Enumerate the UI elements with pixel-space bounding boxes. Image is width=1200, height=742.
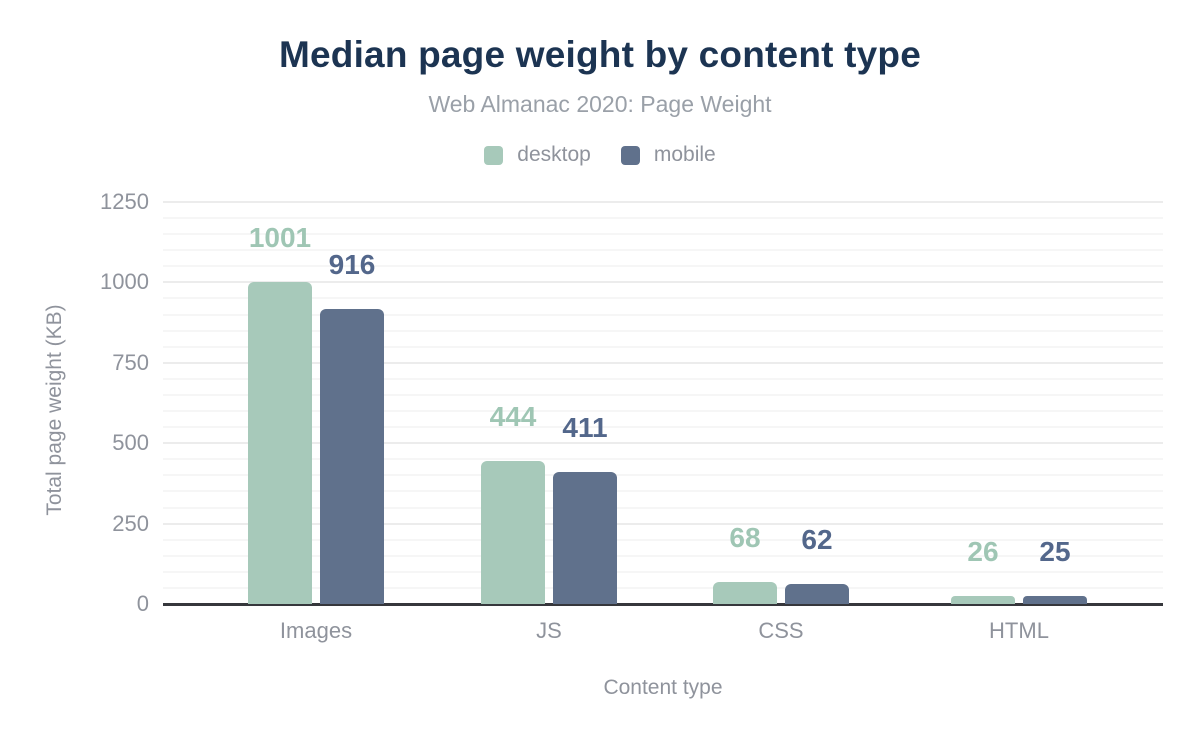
bar-mobile-css[interactable] — [785, 584, 849, 604]
value-label-desktop-js: 444 — [489, 401, 537, 432]
gridline-major-1000 — [163, 281, 1163, 284]
gridline-minor-450 — [163, 458, 1163, 461]
y-tick-label-500: 500 — [112, 430, 149, 456]
gridline-minor-50 — [163, 586, 1163, 589]
gridline-minor-1150 — [163, 233, 1163, 236]
gridline-minor-900 — [163, 313, 1163, 316]
gridline-major-750 — [163, 361, 1163, 364]
legend-item-mobile[interactable]: mobile — [620, 143, 716, 167]
gridline-minor-350 — [163, 490, 1163, 493]
chart-subtitle: Web Almanac 2020: Page Weight — [428, 91, 772, 117]
y-tick-label-0: 0 — [136, 591, 149, 616]
y-tick-label-250: 250 — [112, 510, 149, 536]
legend-item-desktop[interactable]: desktop — [484, 143, 591, 167]
category-label-js: JS — [536, 618, 562, 643]
legend-swatch-desktop — [484, 145, 504, 165]
gridline-minor-650 — [163, 393, 1163, 396]
gridline-minor-600 — [163, 410, 1163, 413]
gridline-minor-550 — [163, 426, 1163, 429]
y-tick-label-750: 750 — [112, 349, 149, 375]
legend-label-mobile: mobile — [653, 143, 716, 166]
value-label-desktop-html: 26 — [967, 536, 999, 567]
plot-area: 0 250 500 750 1000 1250 1001 916 Images 444 411 JS 6… — [100, 191, 1163, 643]
category-label-html: HTML — [989, 618, 1049, 643]
category-label-css: CSS — [758, 618, 804, 643]
value-label-mobile-html: 25 — [1039, 536, 1071, 567]
legend-swatch-mobile — [620, 145, 640, 165]
value-label-desktop-images: 1001 — [248, 222, 312, 253]
bar-mobile-js[interactable] — [553, 472, 617, 604]
gridline-minor-400 — [163, 474, 1163, 477]
gridline-major-1250 — [163, 201, 1163, 203]
y-tick-label-1250: 1250 — [100, 189, 149, 214]
bar-desktop-html[interactable] — [951, 596, 1015, 604]
gridline-minor-100 — [163, 570, 1163, 573]
category-label-images: Images — [279, 618, 353, 643]
gridline-minor-200 — [163, 538, 1163, 541]
value-label-mobile-images: 916 — [328, 249, 376, 280]
gridline-minor-850 — [163, 329, 1163, 332]
legend: desktop mobile — [0, 143, 1200, 167]
value-label-mobile-css: 62 — [801, 524, 833, 555]
chart-title: Median page weight by content type — [278, 34, 922, 75]
gridline-minor-950 — [163, 297, 1163, 300]
gridline-minor-300 — [163, 506, 1163, 509]
gridline-minor-700 — [163, 377, 1163, 380]
y-tick-label-1000: 1000 — [100, 269, 149, 295]
bar-desktop-css[interactable] — [713, 582, 777, 604]
x-axis-line — [163, 603, 1163, 606]
bar-mobile-html[interactable] — [1023, 596, 1087, 604]
x-axis-title: Content type — [603, 676, 723, 699]
gridline-minor-150 — [163, 554, 1163, 557]
bar-desktop-images[interactable] — [248, 282, 312, 604]
value-label-mobile-js: 411 — [562, 412, 608, 443]
gridline-minor-1200 — [163, 217, 1163, 220]
value-label-desktop-css: 68 — [729, 522, 761, 553]
gridline-major-250 — [163, 522, 1163, 525]
gridline-minor-800 — [163, 345, 1163, 348]
gridline-minor-1100 — [163, 249, 1163, 252]
bar-mobile-images[interactable] — [320, 309, 384, 604]
bar-desktop-js[interactable] — [481, 461, 545, 604]
gridline-minor-1050 — [163, 265, 1163, 268]
y-axis-title: Total page weight (KB) — [43, 304, 66, 516]
gridline-major-500 — [163, 442, 1163, 445]
legend-label-desktop: desktop — [517, 143, 591, 166]
